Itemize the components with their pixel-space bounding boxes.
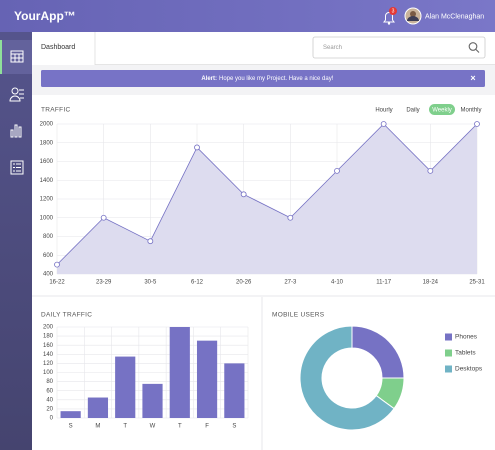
range-button[interactable]: Daily bbox=[406, 108, 419, 114]
x-tick-label: 30-5 bbox=[144, 280, 157, 286]
x-tick-label: M bbox=[95, 424, 100, 430]
y-tick-label: 800 bbox=[43, 234, 54, 240]
x-tick-label: 23-29 bbox=[96, 280, 112, 286]
sidebar-icons bbox=[9, 50, 24, 175]
y-tick-label: 40 bbox=[46, 397, 53, 403]
list-icon[interactable] bbox=[10, 160, 24, 175]
y-tick-label: 140 bbox=[43, 352, 54, 358]
bar bbox=[224, 363, 245, 418]
x-tick-label: 27-3 bbox=[284, 280, 297, 286]
x-tick-label: T bbox=[178, 424, 182, 430]
bar bbox=[87, 397, 109, 418]
x-tick-label: 6-12 bbox=[191, 280, 204, 286]
legend-swatch bbox=[445, 365, 452, 373]
bar bbox=[60, 411, 81, 418]
point bbox=[147, 238, 154, 245]
legend-label: Desktops bbox=[455, 366, 483, 373]
sidebar-active-marker bbox=[0, 40, 2, 74]
bar bbox=[142, 383, 163, 418]
point bbox=[474, 121, 480, 127]
point bbox=[54, 261, 60, 268]
sidebar bbox=[0, 32, 32, 450]
x-tick-label: S bbox=[69, 424, 73, 430]
brand[interactable]: YourApp™ bbox=[14, 9, 76, 23]
y-tick-label: 1000 bbox=[40, 215, 54, 221]
range-active bbox=[429, 104, 455, 115]
x-tick-label: 18-24 bbox=[423, 280, 439, 286]
alert-message: Hope you like my Project. Have a nice da… bbox=[219, 76, 334, 82]
bar bbox=[115, 356, 136, 418]
y-tick-label: 200 bbox=[43, 325, 54, 331]
x-tick-label: 20-26 bbox=[236, 280, 252, 286]
point bbox=[380, 121, 387, 127]
point bbox=[240, 191, 247, 198]
stats-icon[interactable] bbox=[10, 124, 22, 138]
range-button[interactable]: Weekly bbox=[432, 108, 452, 114]
y-tick-label: 600 bbox=[43, 253, 54, 259]
donut-slice bbox=[299, 325, 395, 431]
legend-label: Tablets bbox=[455, 350, 476, 357]
y-tick-label: 60 bbox=[46, 388, 53, 394]
daily-panel bbox=[32, 297, 261, 450]
search-icon[interactable] bbox=[468, 42, 480, 53]
y-tick-label: 100 bbox=[43, 370, 54, 376]
bar bbox=[169, 327, 190, 418]
x-tick-label: W bbox=[150, 424, 156, 430]
avatar[interactable] bbox=[404, 7, 422, 25]
area bbox=[57, 124, 477, 274]
point bbox=[427, 167, 434, 174]
calendar-icon[interactable] bbox=[10, 50, 24, 63]
x-tick-label: T bbox=[123, 424, 127, 430]
line bbox=[56, 123, 478, 265]
mobile-panel bbox=[263, 297, 495, 450]
legend-label: Phones bbox=[455, 334, 478, 341]
search-placeholder: Search bbox=[323, 45, 342, 51]
range-button[interactable]: Monthly bbox=[460, 108, 481, 114]
sidebar-active bbox=[0, 40, 32, 74]
y-tick-label: 1600 bbox=[40, 159, 54, 165]
x-tick-label: 4-10 bbox=[331, 280, 344, 286]
y-tick-label: 20 bbox=[46, 406, 53, 412]
x-tick-label: 11-17 bbox=[376, 280, 392, 286]
legend-swatch bbox=[445, 349, 452, 357]
y-tick-label: 1400 bbox=[40, 178, 54, 184]
contacts-icon[interactable] bbox=[9, 87, 24, 102]
alert-close[interactable]: × bbox=[470, 73, 475, 83]
search-box[interactable] bbox=[312, 36, 486, 59]
y-tick-label: 0 bbox=[50, 416, 54, 422]
y-tick-label: 160 bbox=[43, 343, 54, 349]
y-tick-label: 1800 bbox=[40, 140, 54, 146]
point bbox=[100, 214, 107, 221]
user-name[interactable]: Alan McClenaghan bbox=[425, 13, 484, 20]
panel-title: TRAFFIC bbox=[41, 107, 71, 114]
point bbox=[334, 167, 340, 174]
y-tick-label: 80 bbox=[46, 379, 53, 385]
notification-bell[interactable]: 3 bbox=[383, 7, 397, 25]
range-button[interactable]: Hourly bbox=[375, 108, 392, 114]
y-tick-label: 180 bbox=[43, 334, 54, 340]
point bbox=[287, 214, 294, 221]
x-tick-label: S bbox=[232, 424, 236, 430]
bar bbox=[196, 340, 218, 418]
y-tick-label: 1200 bbox=[40, 197, 54, 203]
panel-title: MOBILE USERS bbox=[272, 312, 325, 319]
notification-count: 3 bbox=[392, 9, 395, 15]
y-tick-label: 2000 bbox=[40, 122, 54, 128]
charts: TRAFFIC400600800100012001400160018002000… bbox=[40, 104, 485, 431]
x-tick-label: F bbox=[205, 424, 209, 430]
y-tick-label: 120 bbox=[43, 361, 54, 367]
y-tick-label: 400 bbox=[43, 272, 54, 278]
panel-title: DAILY TRAFFIC bbox=[41, 312, 92, 319]
x-tick-label: 16-22 bbox=[49, 280, 65, 286]
point bbox=[194, 144, 200, 151]
alert-bar bbox=[41, 70, 485, 87]
legend-swatch bbox=[445, 333, 452, 341]
alert-label: Alert: bbox=[201, 76, 217, 82]
x-tick-label: 25-31 bbox=[469, 280, 485, 286]
tab[interactable]: Dashboard bbox=[41, 44, 75, 51]
